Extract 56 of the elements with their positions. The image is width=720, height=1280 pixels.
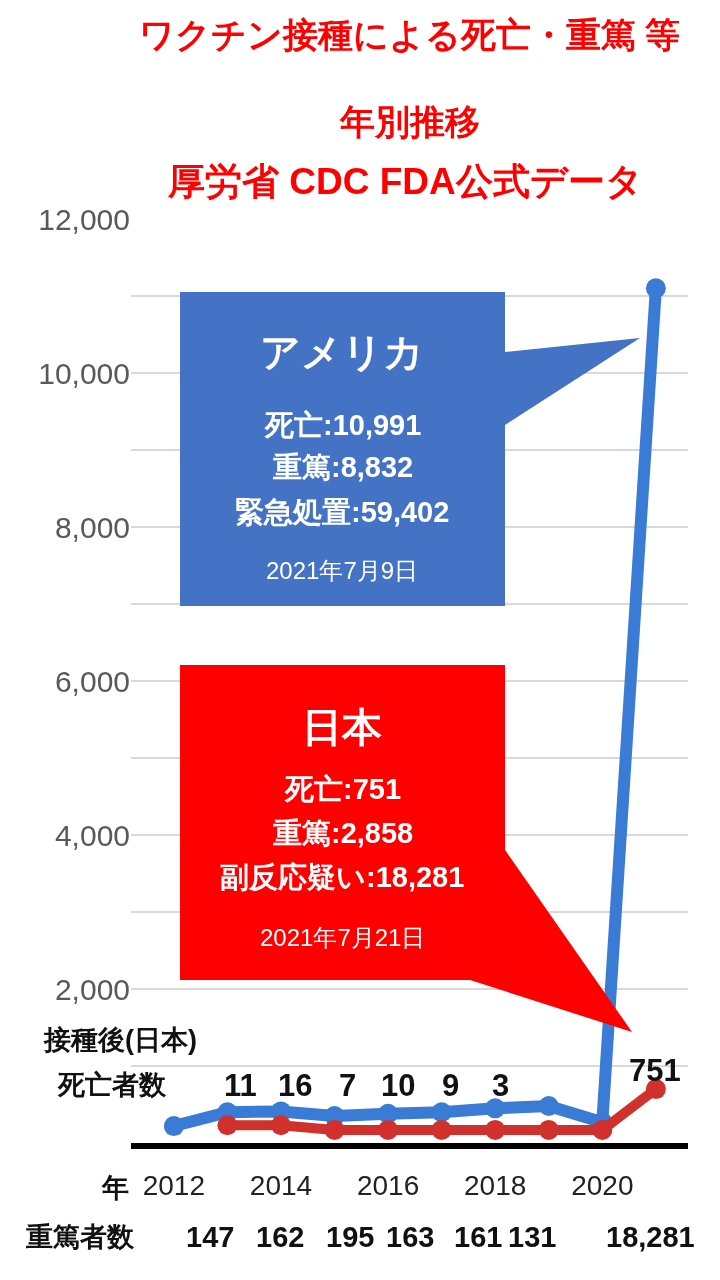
annotation: 副反応疑い:18,281 bbox=[220, 861, 465, 893]
annotation: 10 bbox=[381, 1068, 416, 1103]
annotation: 死亡者数 bbox=[57, 1070, 167, 1100]
point bbox=[538, 1119, 559, 1140]
point bbox=[431, 1119, 452, 1140]
annotation: 緊急処置:59,402 bbox=[235, 496, 450, 528]
annotation: 死亡:751 bbox=[284, 773, 402, 805]
annotation: 2021年7月21日 bbox=[260, 924, 426, 951]
x-tick-label: 2018 bbox=[464, 1169, 527, 1201]
annotation: 接種後(日本) bbox=[43, 1025, 197, 1055]
point bbox=[645, 278, 666, 299]
annotation: 日本 bbox=[302, 705, 382, 749]
point bbox=[538, 1096, 559, 1117]
annotation: アメリカ bbox=[260, 330, 424, 374]
y-tick-label: 10,000 bbox=[38, 356, 130, 390]
point bbox=[324, 1119, 345, 1140]
point bbox=[592, 1119, 613, 1140]
text: 195 bbox=[326, 1221, 375, 1253]
annotation: 重篤:2,858 bbox=[272, 817, 414, 849]
text: 163 bbox=[386, 1221, 435, 1253]
chart-subtitle: 年別推移 bbox=[338, 102, 480, 141]
text: 147 bbox=[186, 1221, 235, 1253]
annotation: 死亡:10,991 bbox=[264, 409, 422, 441]
x-tick-label: 2014 bbox=[249, 1169, 313, 1201]
y-tick-label: 8,000 bbox=[54, 510, 130, 544]
x-tick-label: 2016 bbox=[356, 1169, 420, 1201]
annotation: 16 bbox=[278, 1068, 313, 1103]
point bbox=[645, 1079, 666, 1100]
chart-title: ワクチン接種による死亡・重篤 等 bbox=[138, 14, 681, 54]
text: 131 bbox=[508, 1221, 557, 1253]
text: 162 bbox=[256, 1221, 305, 1253]
annotation: 3 bbox=[492, 1068, 510, 1103]
y-tick-label: 12,000 bbox=[38, 202, 130, 236]
annotation: 2021年7月9日 bbox=[266, 557, 419, 584]
y-tick-label: 4,000 bbox=[54, 818, 130, 852]
text: 18,281 bbox=[606, 1221, 695, 1253]
text: 161 bbox=[454, 1221, 503, 1253]
point bbox=[431, 1102, 452, 1123]
point bbox=[163, 1116, 184, 1137]
annotation: 重篤:8,832 bbox=[272, 451, 414, 483]
annotation: 9 bbox=[442, 1068, 460, 1103]
point bbox=[217, 1115, 238, 1136]
point bbox=[270, 1115, 291, 1136]
annotation: 11 bbox=[224, 1068, 257, 1103]
annotation: 7 bbox=[339, 1068, 357, 1103]
text: 厚労省 CDC FDA公式データ bbox=[167, 161, 643, 202]
x-tick-label: 2012 bbox=[142, 1169, 205, 1201]
point bbox=[485, 1098, 506, 1119]
x-tick-label: 2020 bbox=[571, 1169, 634, 1201]
point bbox=[485, 1119, 506, 1140]
annotation: 751 bbox=[629, 1053, 681, 1088]
y-tick-label: 2,000 bbox=[54, 972, 130, 1006]
text: 年 bbox=[101, 1173, 129, 1203]
y-tick-label: 6,000 bbox=[54, 664, 130, 698]
point bbox=[378, 1119, 399, 1140]
text: 重篤者数 bbox=[25, 1222, 135, 1252]
